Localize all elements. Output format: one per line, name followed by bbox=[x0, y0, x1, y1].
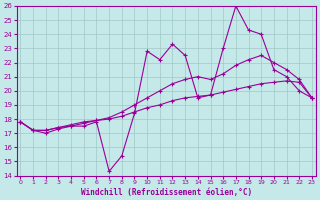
X-axis label: Windchill (Refroidissement éolien,°C): Windchill (Refroidissement éolien,°C) bbox=[81, 188, 252, 197]
